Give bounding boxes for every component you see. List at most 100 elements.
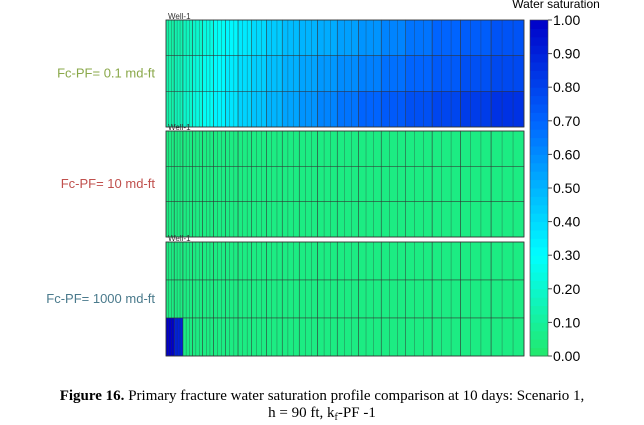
grid-cell [225, 130, 239, 167]
grid-cell [336, 241, 359, 281]
grid-cell [380, 166, 407, 202]
grid-cell [405, 166, 433, 202]
grid-cell [336, 19, 359, 56]
grid-cell [405, 91, 433, 128]
panel-frame [165, 241, 525, 357]
colorbar-band [530, 272, 548, 281]
grid-cell [298, 55, 318, 92]
grid-cell [225, 166, 239, 202]
grid-cell [165, 201, 175, 238]
grid-cell [358, 130, 382, 167]
grid-cell [358, 19, 382, 56]
colorbar-band [530, 238, 548, 248]
colorbar-band [530, 36, 548, 46]
grid-cell [298, 91, 318, 128]
colorbar-band [530, 28, 548, 38]
well-label: Well-1 [168, 123, 191, 132]
grid-cell [225, 279, 239, 319]
colorbar-title: Water saturation [512, 0, 600, 11]
grid-cell [266, 130, 283, 167]
grid-cell [182, 201, 193, 238]
grid-cell [380, 91, 407, 128]
grid-cell [192, 166, 203, 202]
grid-cell [202, 130, 214, 167]
grid-cell [173, 19, 184, 56]
grid-cell [182, 166, 193, 202]
grid-cell [298, 166, 318, 202]
grid-cell [182, 19, 193, 56]
grid-cell [251, 130, 267, 167]
grid-cell [431, 130, 461, 167]
grid-cell [251, 91, 267, 128]
colorbar-band [530, 221, 548, 231]
grid-cell [336, 91, 359, 128]
grid-cell [281, 19, 300, 56]
colorbar-band [530, 314, 548, 323]
grid-cell [237, 279, 252, 319]
grid-cell [173, 166, 184, 202]
colorbar-band [530, 322, 548, 332]
colorbar-tick-label: 0.60 [553, 146, 580, 162]
grid-cell [266, 201, 283, 238]
colorbar-tick-label: 1.00 [553, 12, 580, 28]
grid-cell [202, 166, 214, 202]
grid-cell [192, 279, 203, 319]
grid-cell [165, 55, 175, 92]
grid-cell [298, 130, 318, 167]
grid-cell [251, 19, 267, 56]
grid-cell [490, 317, 525, 357]
grid-cell [490, 201, 525, 238]
grid-cell [251, 55, 267, 92]
colorbar-tick-label: 0.00 [553, 348, 580, 364]
colorbar-band [530, 280, 548, 290]
grid-cell [281, 201, 300, 238]
grid-cell [298, 317, 318, 357]
colorbar-band [530, 330, 548, 340]
colorbar-tick-label: 0.20 [553, 281, 580, 297]
grid-cell [192, 19, 203, 56]
grid-cell [165, 279, 175, 319]
grid-cell [266, 279, 283, 319]
grid-cell [317, 279, 338, 319]
grid-cell [213, 241, 226, 281]
grid-cell [317, 241, 338, 281]
grid-cell [225, 91, 239, 128]
caption-text: -PF -1 [338, 405, 376, 421]
grid-cell [431, 317, 461, 357]
grid-cell [490, 241, 525, 281]
grid-cell [202, 201, 214, 238]
grid-cell [460, 279, 492, 319]
grid-cell [237, 241, 252, 281]
grid-cell [336, 279, 359, 319]
grid-cell [405, 279, 433, 319]
grid-cell [266, 166, 283, 202]
colorbar-band [530, 230, 548, 239]
grid-cell [405, 317, 433, 357]
grid-cell [237, 19, 252, 56]
grid-cell [317, 130, 338, 167]
grid-cell [173, 130, 184, 167]
grid-cell [358, 279, 382, 319]
grid-cell [380, 241, 407, 281]
grid-cell [173, 201, 184, 238]
grid-cell [213, 130, 226, 167]
grid-cell [460, 201, 492, 238]
grid-cell [237, 317, 252, 357]
grid-cell [281, 317, 300, 357]
grid-cell [281, 91, 300, 128]
grid-cell [173, 317, 184, 357]
grid-cell [431, 201, 461, 238]
colorbar-band [530, 171, 548, 181]
colorbar-tick-label: 0.40 [553, 214, 580, 230]
grid-cell [431, 279, 461, 319]
colorbar-band [530, 129, 548, 139]
grid-cell [317, 19, 338, 56]
grid-cell [490, 279, 525, 319]
grid-cell [165, 130, 175, 167]
grid-cell [490, 166, 525, 202]
grid-cell [317, 55, 338, 92]
grid-cell [298, 19, 318, 56]
colorbar-band [530, 297, 548, 307]
grid-cell [202, 19, 214, 56]
